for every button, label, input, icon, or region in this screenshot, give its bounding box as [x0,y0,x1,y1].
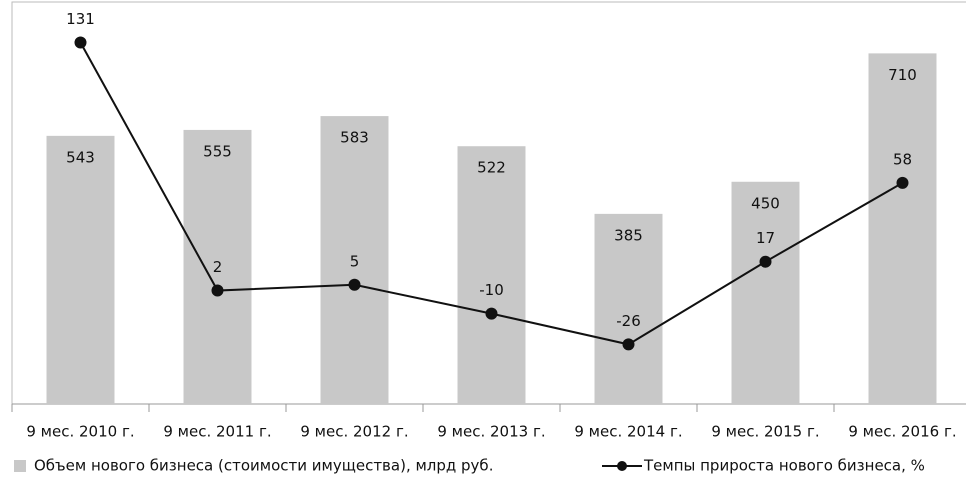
line-point [759,255,772,268]
line-point [211,284,224,297]
bar-label: 522 [477,159,506,177]
legend-label: Объем нового бизнеса (стоимости имуществ… [34,457,493,475]
bar [183,129,252,405]
bar [46,135,115,404]
x-tick-label: 9 мес. 2016 г. [848,423,956,441]
bar-label: 555 [203,142,232,160]
point-label: 2 [213,258,223,276]
bar [457,146,526,404]
bar [731,181,800,404]
bar [594,213,663,404]
point-label: -10 [479,281,504,299]
x-tick-label: 9 мес. 2015 г. [711,423,819,441]
bar-label: 583 [340,129,369,147]
x-tick-label: 9 мес. 2013 г. [437,423,545,441]
point-label: 5 [350,252,360,270]
line-point [896,176,909,189]
x-tick-label: 9 мес. 2014 г. [574,423,682,441]
x-tick-label: 9 мес. 2011 г. [163,423,271,441]
legend-swatch [14,460,26,472]
point-label: 58 [893,150,912,168]
legend-dot [617,461,627,471]
line-point [348,278,361,291]
point-label: -26 [616,312,641,330]
bar [868,53,937,404]
legend-label: Темпы прироста нового бизнеса, % [643,457,925,475]
bar [320,116,389,405]
line-point [485,307,498,320]
bar-label: 385 [614,226,643,244]
line-point [622,338,635,351]
point-label: 131 [66,10,95,28]
bar-label: 710 [888,66,917,84]
line-point [74,36,87,49]
bar-label: 450 [751,194,780,212]
point-label: 17 [756,229,775,247]
bar-label: 543 [66,148,95,166]
x-tick-label: 9 мес. 2010 г. [26,423,134,441]
x-tick-label: 9 мес. 2012 г. [300,423,408,441]
